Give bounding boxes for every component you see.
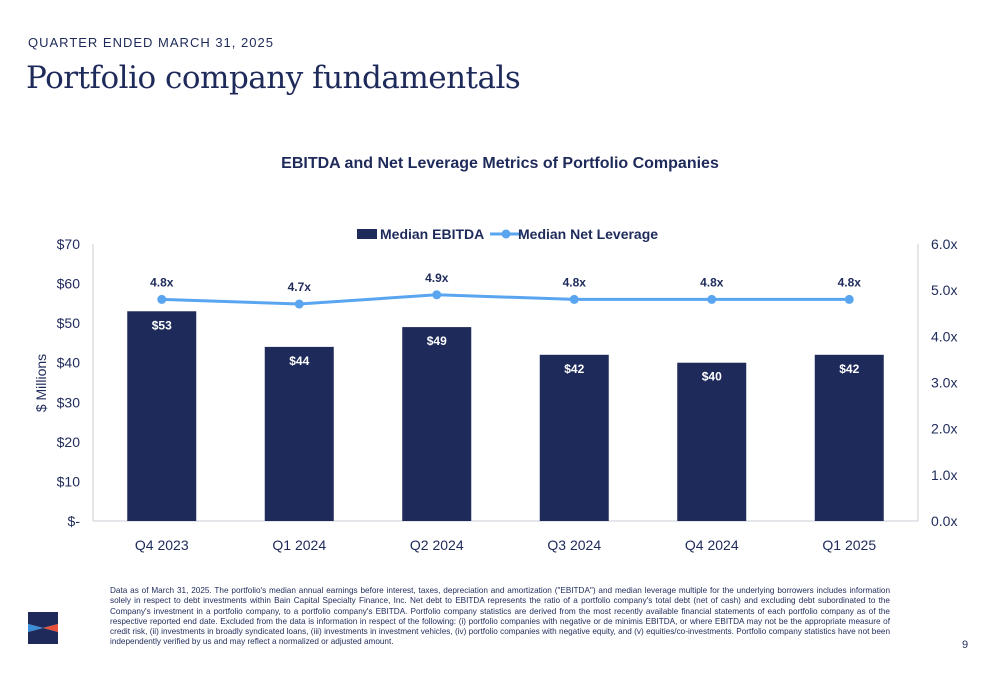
x-tick-label: Q3 2024 (547, 537, 601, 553)
y2-tick-label: 2.0x (931, 421, 957, 437)
leverage-point (844, 294, 854, 304)
bar (402, 327, 472, 521)
x-tick-label: Q4 2024 (685, 537, 739, 553)
leverage-value-label: 4.8x (838, 275, 862, 289)
page-number: 9 (962, 639, 969, 651)
y-tick-label: $60 (57, 276, 81, 292)
y2-tick-label: 4.0x (931, 328, 957, 344)
bar-value-label: $42 (564, 362, 584, 376)
x-tick-label: Q1 2024 (272, 537, 326, 553)
legend-marker-leverage (501, 229, 511, 239)
leverage-point (157, 294, 167, 304)
ebitda-leverage-chart: $- $10 $20 $30 $40 $50 $60 $70 0.0x 1.0x 2.0x 3.0x 4… (33, 226, 957, 553)
x-tick-label: Q2 2024 (410, 537, 464, 553)
bar-value-label: $49 (427, 334, 447, 348)
leverage-line (161, 293, 850, 306)
legend-label-ebitda: Median EBITDA (380, 226, 484, 242)
y-tick-label: $- (68, 513, 81, 529)
bar-value-label: $42 (839, 362, 859, 376)
bar-value-label: $40 (702, 370, 722, 384)
leverage-point (569, 294, 579, 304)
leverage-point (707, 294, 717, 304)
y2-tick-label: 1.0x (931, 467, 957, 483)
company-logo-icon (28, 612, 58, 644)
y-tick-label: $10 (57, 473, 81, 489)
leverage-value-label: 4.8x (700, 275, 724, 289)
y-tick-label: $50 (57, 315, 81, 331)
y-tick-label: $20 (57, 434, 81, 450)
x-tick-label: Q4 2023 (135, 537, 189, 553)
leverage-value-label: 4.8x (150, 275, 174, 289)
y2-tick-label: 0.0x (931, 513, 957, 529)
bar-value-label: $44 (289, 354, 309, 368)
footnote: Data as of March 31, 2025. The portfolio… (110, 586, 890, 647)
bar (677, 362, 747, 521)
y2-tick-label: 6.0x (931, 236, 957, 252)
bar (814, 354, 884, 521)
y-tick-label: $70 (57, 236, 81, 252)
leverage-point (432, 290, 442, 300)
leverage-value-label: 4.8x (563, 275, 587, 289)
legend-label-leverage: Median Net Leverage (518, 226, 658, 242)
chart-title: EBITDA and Net Leverage Metrics of Portf… (281, 155, 719, 172)
leverage-point (294, 299, 304, 309)
y-tick-label: $40 (57, 355, 81, 371)
bar (127, 311, 197, 521)
y2-tick-label: 5.0x (931, 282, 957, 298)
leverage-value-label: 4.7x (288, 280, 312, 294)
page-title: Portfolio company fundamentals (26, 60, 521, 96)
y-tick-label: $30 (57, 394, 81, 410)
bar (264, 346, 334, 521)
bar-value-label: $53 (152, 318, 172, 332)
legend-swatch-ebitda (357, 229, 377, 239)
page-eyebrow: QUARTER ENDED MARCH 31, 2025 (28, 35, 274, 50)
y2-tick-label: 3.0x (931, 375, 957, 391)
leverage-value-label: 4.9x (425, 271, 449, 285)
y-axis-label: $ Millions (33, 354, 49, 412)
bar (539, 354, 609, 521)
x-tick-label: Q1 2025 (822, 537, 876, 553)
